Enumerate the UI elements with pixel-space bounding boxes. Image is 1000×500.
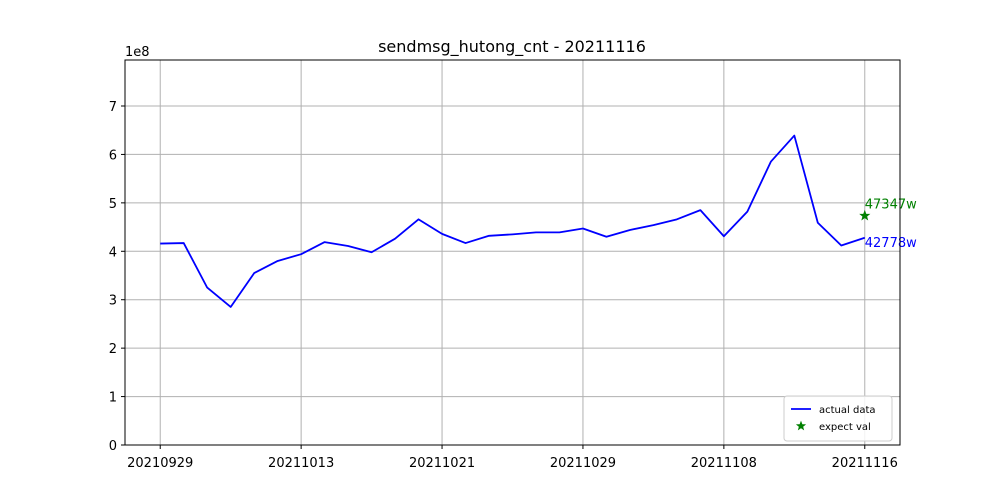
y-offset-label: 1e8 (125, 45, 150, 60)
x-tick-label: 20211013 (268, 456, 334, 471)
series-line-actual-data (160, 134, 866, 308)
legend-star-swatch (795, 420, 807, 431)
plot-frame (124, 59, 901, 446)
x-tick-label: 20211021 (409, 456, 475, 471)
axis-ticks: 0 1 2 3 4 5 6 7 20210929 20211013 20211021 20211029… (109, 100, 898, 471)
annotation-label: 47347w (865, 198, 917, 213)
y-tick-label: 6 (109, 148, 117, 163)
x-tick-label: 20211108 (691, 456, 757, 471)
y-tick-label: 3 (109, 294, 117, 309)
annotation-layer: 47347w 42778w (865, 198, 917, 251)
y-tick-label: 1 (109, 391, 117, 406)
expect-val-star-marker (859, 209, 871, 221)
y-tick-label: 5 (109, 197, 117, 212)
legend-entry-label: actual data (819, 405, 876, 416)
annotation-label: 42778w (865, 236, 917, 251)
chart-title: sendmsg_hutong_cnt - 20211116 (378, 37, 646, 57)
x-tick-label: 20211029 (550, 456, 616, 471)
y-tick-label: 0 (109, 439, 117, 454)
legend-entry-label: expect val (819, 422, 871, 433)
x-tick-label: 20210929 (127, 456, 193, 471)
y-tick-label: 4 (109, 245, 117, 260)
x-tick-label: 20211116 (832, 456, 898, 471)
grid-lines (125, 60, 900, 446)
y-tick-label: 2 (109, 342, 117, 357)
y-tick-label: 7 (109, 100, 117, 115)
legend-box (783, 395, 893, 442)
legend: actual data expect val (783, 395, 893, 442)
series-layer (160, 134, 871, 308)
